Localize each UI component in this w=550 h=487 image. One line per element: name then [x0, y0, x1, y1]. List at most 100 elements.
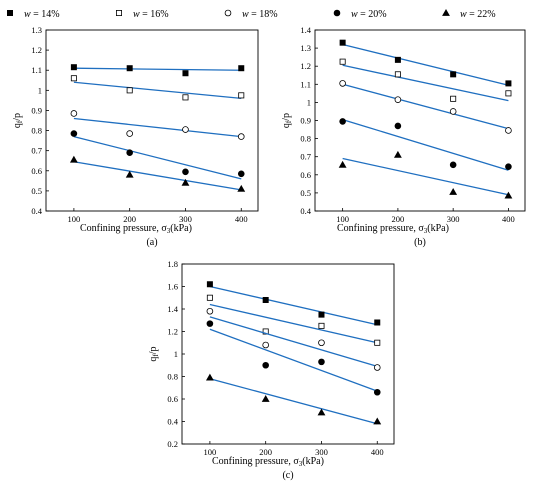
- y-tick-label: 1.1: [300, 79, 311, 89]
- data-point: [505, 80, 512, 87]
- y-tick-label: 0.5: [31, 186, 42, 196]
- data-point: [505, 163, 512, 170]
- y-tick-label: 1.2: [167, 327, 178, 337]
- data-point: [339, 118, 346, 125]
- fit-line: [73, 117, 242, 138]
- y-tick-label: 1.2: [31, 45, 42, 55]
- fit-line: [342, 83, 509, 130]
- x-axis-label-unit: (kPa): [302, 456, 324, 467]
- data-point: [206, 294, 213, 301]
- legend-item: w = 18%: [224, 9, 278, 20]
- data-point: [262, 361, 269, 369]
- data-point: [374, 319, 381, 326]
- data-series: [70, 130, 245, 180]
- data-point: [126, 130, 133, 137]
- y-tick-label: 1.6: [167, 282, 178, 292]
- y-tick-label: 0.2: [167, 439, 178, 449]
- data-point: [238, 65, 245, 72]
- fit-line: [73, 67, 242, 71]
- x-tick-label: 300: [447, 214, 460, 224]
- data-point: [505, 90, 512, 97]
- data-point: [318, 339, 325, 347]
- fit-line: [73, 135, 242, 180]
- data-point: [261, 394, 270, 402]
- legend-label-variable: w: [242, 9, 249, 20]
- x-axis-label-subscript: 3: [424, 227, 428, 235]
- y-tick-label: 1.4: [167, 304, 178, 314]
- legend-item: w = 14%: [7, 9, 60, 20]
- legend-marker: [333, 9, 341, 17]
- legend-label-value: = 18%: [249, 9, 278, 20]
- x-tick-label: 400: [235, 214, 248, 224]
- legend-label: w = 18%: [242, 9, 278, 20]
- data-point: [70, 130, 78, 137]
- y-tick-label: 1.1: [31, 65, 42, 75]
- fit-line: [342, 157, 509, 196]
- x-axis-label-main: Confining pressure, σ: [337, 223, 424, 234]
- y-tick-label: 0.7: [300, 152, 311, 162]
- data-point: [394, 122, 402, 130]
- y-tick-label: 1: [174, 349, 178, 359]
- y-tick-label: 0.6: [300, 170, 311, 180]
- panel-label: (a): [146, 237, 157, 248]
- data-point: [318, 358, 325, 366]
- x-axis-label: Confining pressure, σ3(kPa): [80, 223, 192, 235]
- y-tick-label: 0.9: [300, 116, 311, 126]
- y-axis-label-unit: /p: [281, 113, 292, 121]
- y-tick-label: 1.3: [300, 43, 311, 53]
- panels: 0.4 0.5 0.6 0.7 0.8 0.9 1 1.1 1.2 1.3 100 200 300 400…: [12, 25, 526, 481]
- data-point: [182, 168, 189, 176]
- data-series: [205, 373, 382, 425]
- data-point: [70, 110, 78, 117]
- data-series: [206, 294, 381, 346]
- fit-line: [209, 328, 378, 392]
- x-axis-label: Confining pressure, σ3(kPa): [337, 223, 449, 235]
- legend-marker: [7, 9, 13, 16]
- data-series: [206, 307, 381, 371]
- y-tick-label: 0.4: [167, 417, 178, 427]
- x-axis-label-unit: (kPa): [170, 223, 192, 234]
- y-tick-label: 0.6: [31, 166, 42, 176]
- data-point: [373, 417, 382, 425]
- panel-c: 0.2 0.4 0.6 0.8 1 1.2 1.4 1.6 1.8 100 200 300 400 Con…: [148, 259, 395, 481]
- plot-frame: [181, 263, 395, 445]
- x-tick-label: 400: [371, 447, 384, 457]
- legend-label-variable: w: [351, 9, 358, 20]
- y-tick-label: 0.8: [31, 126, 42, 136]
- data-point: [449, 108, 457, 115]
- legend-label-value: = 20%: [358, 9, 387, 20]
- data-series: [69, 155, 246, 192]
- y-axis-label: qf/p: [12, 113, 24, 128]
- y-axis-label: qf/p: [281, 113, 293, 128]
- panel-label: (b): [414, 237, 426, 248]
- data-point: [70, 75, 77, 82]
- legend-label-variable: w: [24, 9, 31, 20]
- data-point: [182, 94, 189, 101]
- panel-label: (c): [282, 470, 293, 481]
- x-axis-label: Confining pressure, σ3(kPa): [212, 456, 324, 468]
- y-axis-label-subscript: f: [285, 120, 293, 123]
- x-tick-label: 100: [204, 447, 217, 457]
- plot-frame: [45, 29, 259, 212]
- data-point: [505, 127, 512, 134]
- data-point: [339, 39, 346, 46]
- y-tick-label: 0.8: [300, 134, 311, 144]
- data-series: [206, 281, 381, 326]
- y-tick-label: 0.8: [167, 372, 178, 382]
- data-point: [206, 307, 214, 315]
- data-point: [318, 322, 325, 329]
- fit-line: [342, 118, 509, 171]
- legend-item: w = 20%: [333, 9, 387, 20]
- x-tick-label: 200: [392, 214, 405, 224]
- x-axis-label-subscript: 3: [167, 227, 171, 235]
- data-series: [206, 320, 381, 396]
- data-series: [339, 39, 512, 87]
- y-tick-label: 1: [38, 85, 42, 95]
- data-point: [394, 56, 401, 63]
- y-tick-label: 1.2: [300, 61, 311, 71]
- data-point: [182, 70, 189, 77]
- fit-line: [73, 81, 242, 100]
- data-point: [262, 328, 269, 335]
- x-axis-label-subscript: 3: [299, 460, 303, 468]
